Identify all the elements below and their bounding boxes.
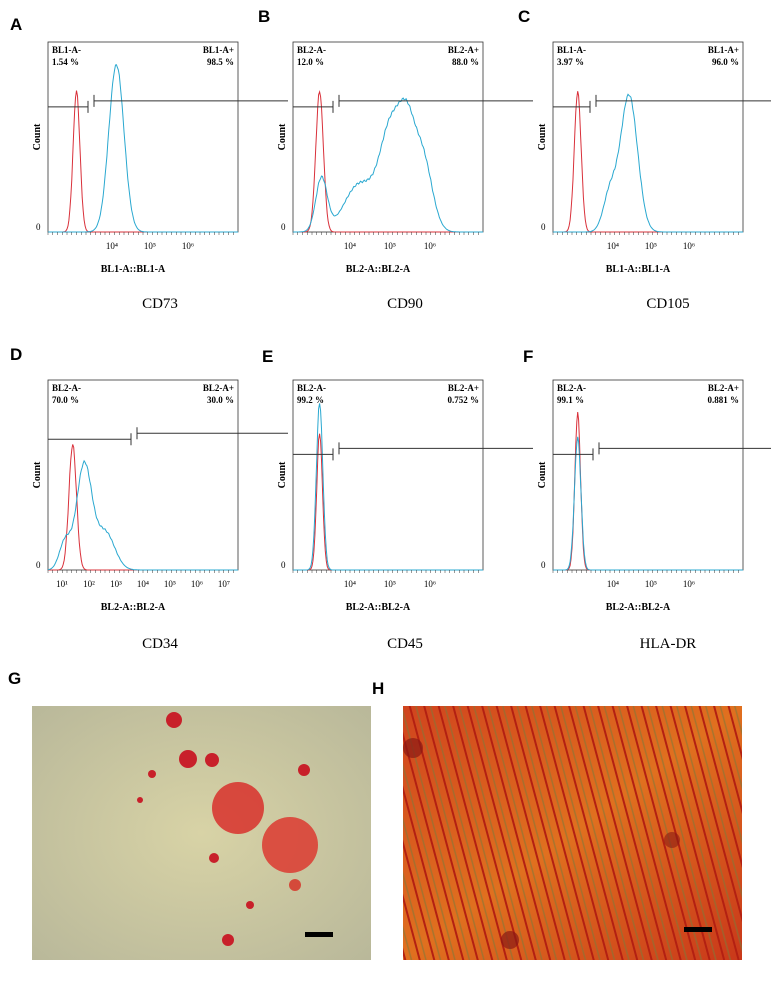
x-tick-label: 10⁴ — [344, 579, 356, 589]
x-tick-label: 10¹ — [56, 579, 68, 589]
plot-frame — [292, 379, 484, 571]
gate-pos-label: BL2-A+ — [708, 383, 739, 393]
y-axis-label: Count — [32, 461, 43, 488]
x-tick-label: 10⁷ — [218, 579, 230, 589]
x-tick-label: 10³ — [110, 579, 122, 589]
x-axis-label: BL1-A::BL1-A — [606, 264, 671, 275]
y-zero-label: 0 — [541, 560, 546, 570]
plot-frame — [552, 379, 744, 571]
panel-letter: A — [10, 15, 22, 34]
x-axis-label: BL2-A::BL2-A — [346, 264, 411, 275]
x-tick-label: 10⁵ — [645, 579, 657, 589]
x-tick-label: 10² — [83, 579, 95, 589]
negative-control-histogram — [553, 412, 743, 571]
x-tick-label: 10⁵ — [144, 241, 156, 251]
gate-pos-percent: 96.0 % — [712, 57, 739, 67]
y-zero-label: 0 — [281, 560, 286, 570]
x-tick-label: 10⁴ — [106, 241, 118, 251]
sample-histogram — [293, 403, 483, 571]
negative-control-histogram — [48, 444, 238, 571]
gate-pos-label: BL1-A+ — [203, 45, 234, 55]
gate-pos-percent: 88.0 % — [452, 57, 479, 67]
x-tick-label: 10⁶ — [683, 579, 695, 589]
x-tick-label: 10⁴ — [607, 579, 619, 589]
y-axis-label: Count — [537, 123, 548, 150]
x-tick-label: 10⁶ — [191, 579, 203, 589]
gate-neg-percent: 1.54 % — [52, 57, 79, 67]
y-zero-label: 0 — [281, 222, 286, 232]
marker-name: CD45 — [387, 636, 423, 652]
negative-control-histogram — [48, 90, 238, 233]
gate-pos-percent: 98.5 % — [207, 57, 234, 67]
marker-name: CD90 — [387, 296, 423, 312]
image-h — [403, 706, 742, 960]
x-tick-label: 10⁴ — [607, 241, 619, 251]
marker-name: CD73 — [142, 296, 178, 312]
negative-control-histogram — [293, 90, 483, 233]
plot-frame — [292, 41, 484, 233]
x-tick-label: 10⁴ — [344, 241, 356, 251]
negative-control-histogram — [553, 91, 743, 233]
y-zero-label: 0 — [36, 222, 41, 232]
gate-neg-label: BL2-A- — [297, 383, 326, 393]
x-axis-label: BL2-A::BL2-A — [346, 602, 411, 613]
marker-name: CD105 — [646, 296, 689, 312]
gate-pos-label: BL1-A+ — [708, 45, 739, 55]
panel-letter: F — [523, 347, 533, 366]
x-axis-label: BL2-A::BL2-A — [606, 602, 671, 613]
gate-pos-label: BL2-A+ — [203, 383, 234, 393]
gate-pos-percent: 0.752 % — [448, 395, 480, 405]
gate-neg-label: BL1-A- — [557, 45, 586, 55]
sample-histogram — [553, 93, 743, 233]
gate-pos-label: BL2-A+ — [448, 383, 479, 393]
plot-frame — [47, 41, 239, 233]
gate-neg-percent: 3.97 % — [557, 57, 584, 67]
panel-letter: D — [10, 345, 22, 364]
x-tick-label: 10⁶ — [683, 241, 695, 251]
y-zero-label: 0 — [541, 222, 546, 232]
plot-frame — [47, 379, 239, 571]
y-axis-label: Count — [277, 123, 288, 150]
x-tick-label: 10⁶ — [424, 579, 436, 589]
gate-neg-label: BL1-A- — [52, 45, 81, 55]
y-axis-label: Count — [32, 123, 43, 150]
x-tick-label: 10⁵ — [645, 241, 657, 251]
panel-letter: G — [8, 669, 21, 688]
x-tick-label: 10⁵ — [164, 579, 176, 589]
y-axis-label: Count — [277, 461, 288, 488]
panel-letter: B — [258, 7, 270, 26]
x-axis-label: BL1-A::BL1-A — [101, 264, 166, 275]
x-tick-label: 10⁵ — [384, 579, 396, 589]
y-zero-label: 0 — [36, 560, 41, 570]
gate-neg-percent: 12.0 % — [297, 57, 324, 67]
x-tick-label: 10⁶ — [424, 241, 436, 251]
gate-neg-label: BL2-A- — [52, 383, 81, 393]
gate-neg-label: BL2-A- — [297, 45, 326, 55]
y-axis-label: Count — [537, 461, 548, 488]
sample-histogram — [47, 459, 238, 571]
panel-letter: C — [518, 7, 530, 26]
x-axis-label: BL2-A::BL2-A — [101, 602, 166, 613]
panel-letter: H — [372, 679, 384, 698]
marker-name: HLA-DR — [640, 636, 697, 652]
gate-neg-label: BL2-A- — [557, 383, 586, 393]
gate-pos-percent: 30.0 % — [207, 395, 234, 405]
gate-neg-percent: 99.1 % — [557, 395, 584, 405]
panel-letter: E — [262, 347, 273, 366]
image-g — [32, 706, 371, 960]
sample-histogram — [553, 436, 743, 571]
gate-neg-percent: 99.2 % — [297, 395, 324, 405]
gate-pos-percent: 0.881 % — [708, 395, 740, 405]
gate-neg-percent: 70.0 % — [52, 395, 79, 405]
x-tick-label: 10⁴ — [137, 579, 149, 589]
gate-pos-label: BL2-A+ — [448, 45, 479, 55]
x-tick-label: 10⁶ — [182, 241, 194, 251]
plot-frame — [552, 41, 744, 233]
sample-histogram — [293, 97, 483, 233]
marker-name: CD34 — [142, 636, 178, 652]
sample-histogram — [48, 64, 238, 233]
x-tick-label: 10⁵ — [384, 241, 396, 251]
